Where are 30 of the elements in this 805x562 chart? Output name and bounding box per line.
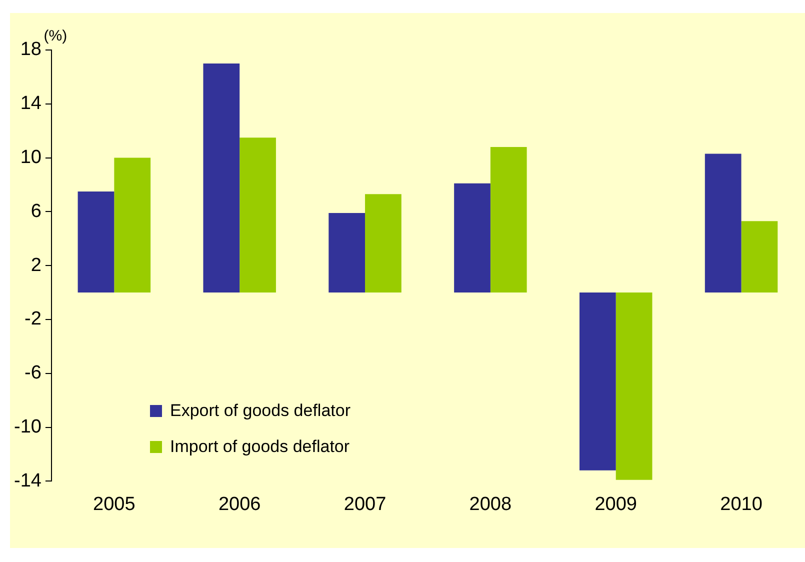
bar bbox=[704, 154, 742, 293]
legend-label: Import of goods deflator bbox=[170, 437, 350, 457]
x-tick-label: 2008 bbox=[469, 494, 512, 515]
bar bbox=[579, 292, 616, 470]
bar bbox=[454, 183, 490, 293]
x-tick-label: 2010 bbox=[720, 494, 762, 515]
bar bbox=[240, 138, 276, 293]
y-tick-label: 14 bbox=[20, 93, 42, 114]
bar bbox=[365, 194, 402, 293]
y-tick-label: -10 bbox=[14, 416, 42, 438]
bar bbox=[328, 213, 366, 293]
x-tick-label: 2006 bbox=[218, 494, 261, 515]
y-tick-label: 2 bbox=[30, 254, 42, 276]
bar bbox=[203, 63, 240, 293]
bar bbox=[78, 191, 114, 293]
y-axis-title: (%) bbox=[44, 28, 68, 45]
legend-label: Export of goods deflator bbox=[170, 401, 351, 421]
y-tick-label: 10 bbox=[20, 147, 42, 168]
y-tick-label: -6 bbox=[24, 362, 42, 384]
bar bbox=[741, 221, 778, 293]
x-tick-label: 2007 bbox=[344, 494, 386, 515]
bar bbox=[114, 158, 151, 293]
y-tick-label: 18 bbox=[20, 39, 42, 60]
x-tick-label: 2005 bbox=[93, 494, 136, 515]
y-tick-label: 6 bbox=[30, 200, 42, 222]
y-tick-label: -14 bbox=[14, 470, 42, 492]
bar bbox=[490, 147, 527, 293]
bar bbox=[616, 292, 652, 480]
y-tick-label: -2 bbox=[24, 308, 42, 330]
x-tick-label: 2009 bbox=[594, 494, 638, 515]
